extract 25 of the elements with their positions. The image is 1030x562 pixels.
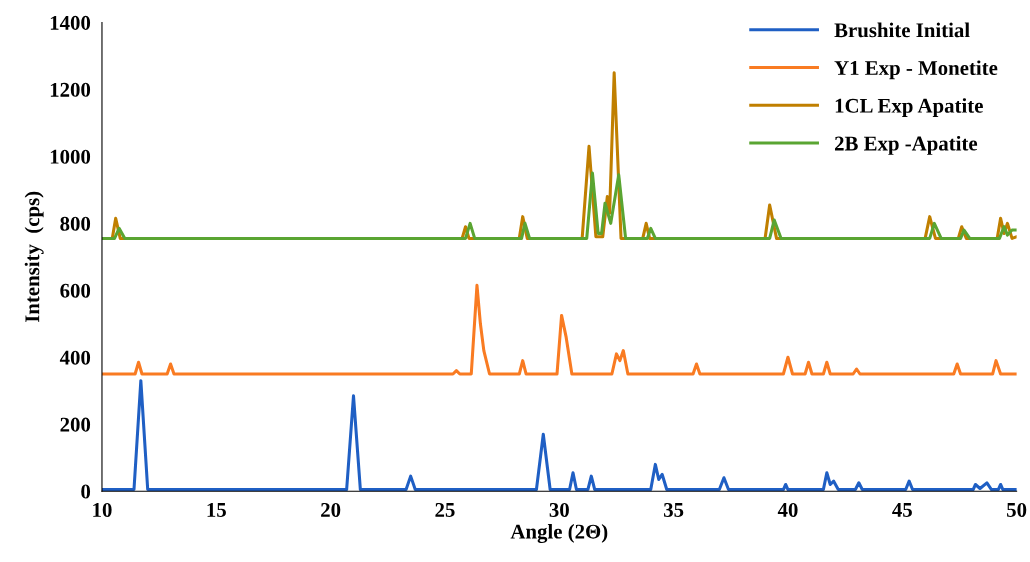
x-tick-label: 30	[549, 502, 569, 517]
x-tick-label: 25	[435, 502, 455, 517]
line-series	[101, 171, 1017, 240]
y-tick-label: 1400	[50, 15, 91, 30]
y-tick-label: 400	[59, 350, 91, 365]
x-tick-label: 45	[892, 503, 912, 517]
legend-label: Brushite Initial	[834, 22, 970, 38]
y-tick-label: 1000	[50, 149, 91, 164]
y-tick-label: 800	[60, 216, 91, 231]
x-tick-label: 50	[1007, 502, 1027, 517]
x-tick-label: 15	[207, 503, 226, 517]
line-series	[101, 283, 1017, 376]
y-axis-title: Intensity (cps)	[24, 191, 44, 323]
x-tick-label: 40	[777, 502, 798, 517]
legend-label: 2B Exp -Apatite	[834, 135, 978, 155]
legend-label: Y1 Exp - Monetite	[834, 60, 998, 80]
y-tick-label: 200	[60, 417, 91, 432]
y-tick-label: 0	[81, 484, 91, 499]
x-tick-label: 35	[663, 502, 684, 517]
y-tick-label: 1200	[50, 82, 91, 97]
x-axis-title: Angle (2Θ)	[510, 523, 608, 544]
x-tick-label: 10	[93, 502, 112, 517]
x-tick-label: 20	[321, 502, 341, 517]
legend-label: 1CL Exp Apatite	[835, 98, 983, 118]
y-tick-label: 600	[60, 283, 91, 298]
